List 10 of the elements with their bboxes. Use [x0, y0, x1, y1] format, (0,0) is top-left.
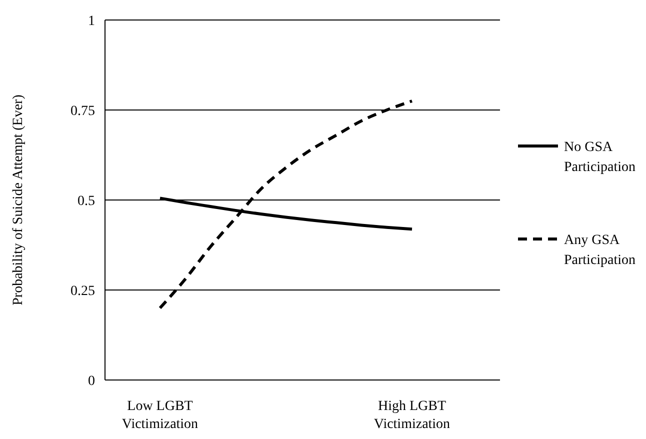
- y-tick-label: 1: [88, 14, 95, 29]
- y-tick-label: 0.25: [70, 284, 95, 299]
- legend-label: No GSA Participation: [564, 140, 636, 175]
- y-tick-label: 0.5: [78, 194, 95, 209]
- y-tick-label: 0.75: [70, 104, 95, 119]
- y-tick-label: 0: [88, 374, 95, 389]
- x-tick-label: High LGBT Victimization: [374, 399, 450, 432]
- x-tick-label: Low LGBT Victimization: [122, 399, 198, 432]
- legend-label: Any GSA Participation: [564, 233, 636, 268]
- y-axis-title: Probability of Suicide Attempt (Ever): [11, 94, 26, 306]
